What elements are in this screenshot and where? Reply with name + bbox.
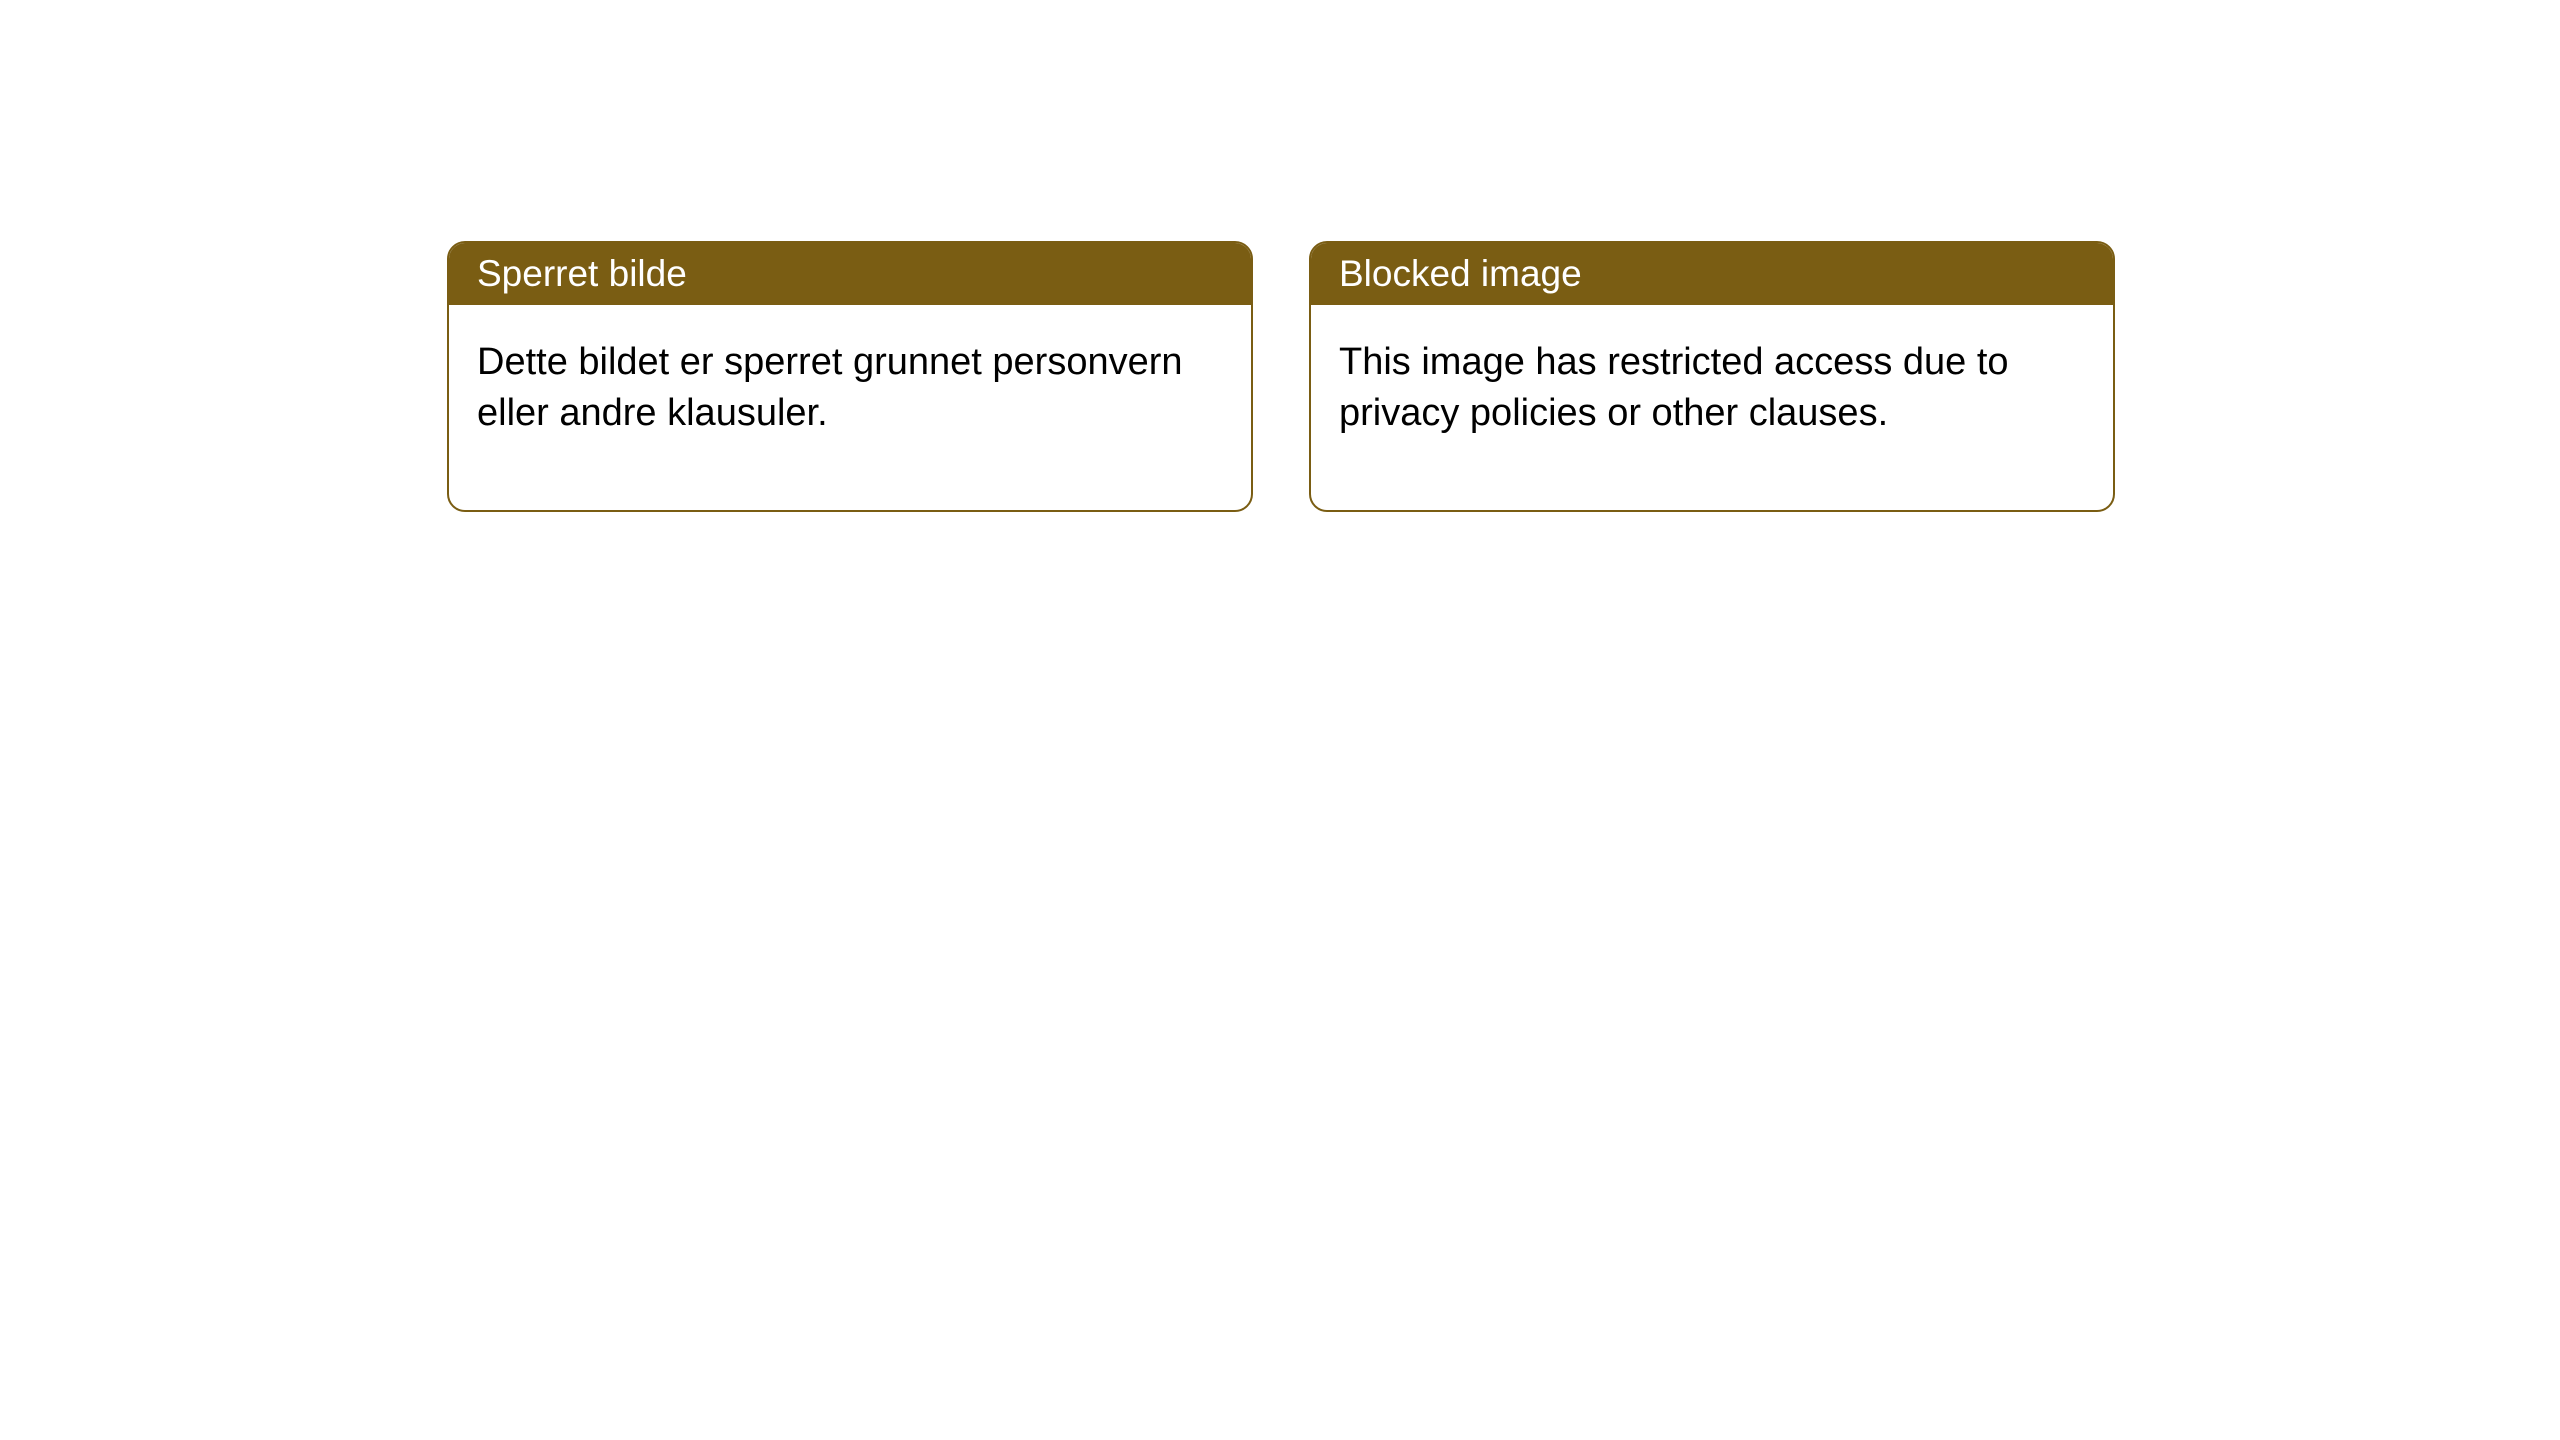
notice-body: This image has restricted access due to … bbox=[1311, 305, 2113, 510]
notice-body: Dette bildet er sperret grunnet personve… bbox=[449, 305, 1251, 510]
notice-card-norwegian: Sperret bilde Dette bildet er sperret gr… bbox=[447, 241, 1253, 512]
notice-card-english: Blocked image This image has restricted … bbox=[1309, 241, 2115, 512]
notice-cards-container: Sperret bilde Dette bildet er sperret gr… bbox=[447, 241, 2115, 512]
notice-title: Blocked image bbox=[1311, 243, 2113, 305]
notice-title: Sperret bilde bbox=[449, 243, 1251, 305]
